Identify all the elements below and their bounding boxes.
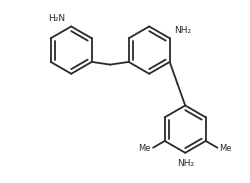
Text: NH₂: NH₂ bbox=[174, 25, 191, 35]
Text: Me: Me bbox=[138, 144, 151, 153]
Text: H₂N: H₂N bbox=[48, 14, 65, 23]
Text: NH₂: NH₂ bbox=[177, 159, 194, 168]
Text: Me: Me bbox=[220, 144, 232, 153]
